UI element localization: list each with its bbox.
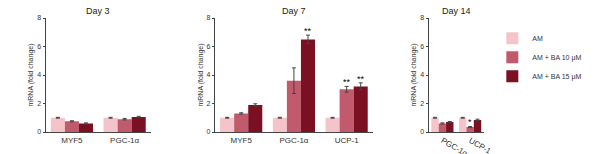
svg-text:**: ** (357, 74, 365, 84)
svg-text:2: 2 (420, 100, 424, 107)
svg-text:4: 4 (37, 71, 41, 78)
svg-text:UCP-1: UCP-1 (335, 136, 360, 145)
svg-text:MYF5: MYF5 (61, 136, 83, 145)
svg-text:Day 7: Day 7 (282, 6, 306, 16)
svg-text:**: ** (343, 77, 351, 87)
svg-text:*: * (468, 117, 472, 127)
svg-text:PGC-1α: PGC-1α (439, 136, 469, 154)
svg-text:6: 6 (207, 43, 211, 50)
svg-text:Day 3: Day 3 (86, 6, 110, 16)
svg-text:0: 0 (207, 128, 211, 135)
svg-text:0: 0 (37, 128, 41, 135)
svg-text:8: 8 (420, 14, 424, 21)
svg-text:6: 6 (420, 43, 424, 50)
svg-text:PGC-1α: PGC-1α (110, 136, 139, 145)
svg-text:AM + BA 15 μM: AM + BA 15 μM (532, 73, 581, 81)
svg-text:8: 8 (37, 14, 41, 21)
svg-text:8: 8 (207, 14, 211, 21)
svg-text:2: 2 (37, 100, 41, 107)
svg-text:AM: AM (532, 35, 543, 42)
svg-text:MYF5: MYF5 (231, 136, 253, 145)
svg-text:2: 2 (207, 100, 211, 107)
svg-text:AM + BA 10 μM: AM + BA 10 μM (532, 54, 581, 62)
svg-text:Day 14: Day 14 (442, 6, 471, 16)
svg-text:mRNA (fold change): mRNA (fold change) (197, 43, 205, 106)
svg-text:4: 4 (420, 71, 424, 78)
svg-text:**: ** (304, 26, 312, 36)
svg-text:mRNA (fold change): mRNA (fold change) (27, 43, 35, 106)
svg-text:UCP-1: UCP-1 (467, 136, 493, 154)
svg-text:0: 0 (420, 128, 424, 135)
svg-text:PGC-1α: PGC-1α (279, 136, 308, 145)
svg-text:4: 4 (207, 71, 211, 78)
svg-text:mRNA (fold change): mRNA (fold change) (410, 43, 418, 106)
svg-text:6: 6 (37, 43, 41, 50)
